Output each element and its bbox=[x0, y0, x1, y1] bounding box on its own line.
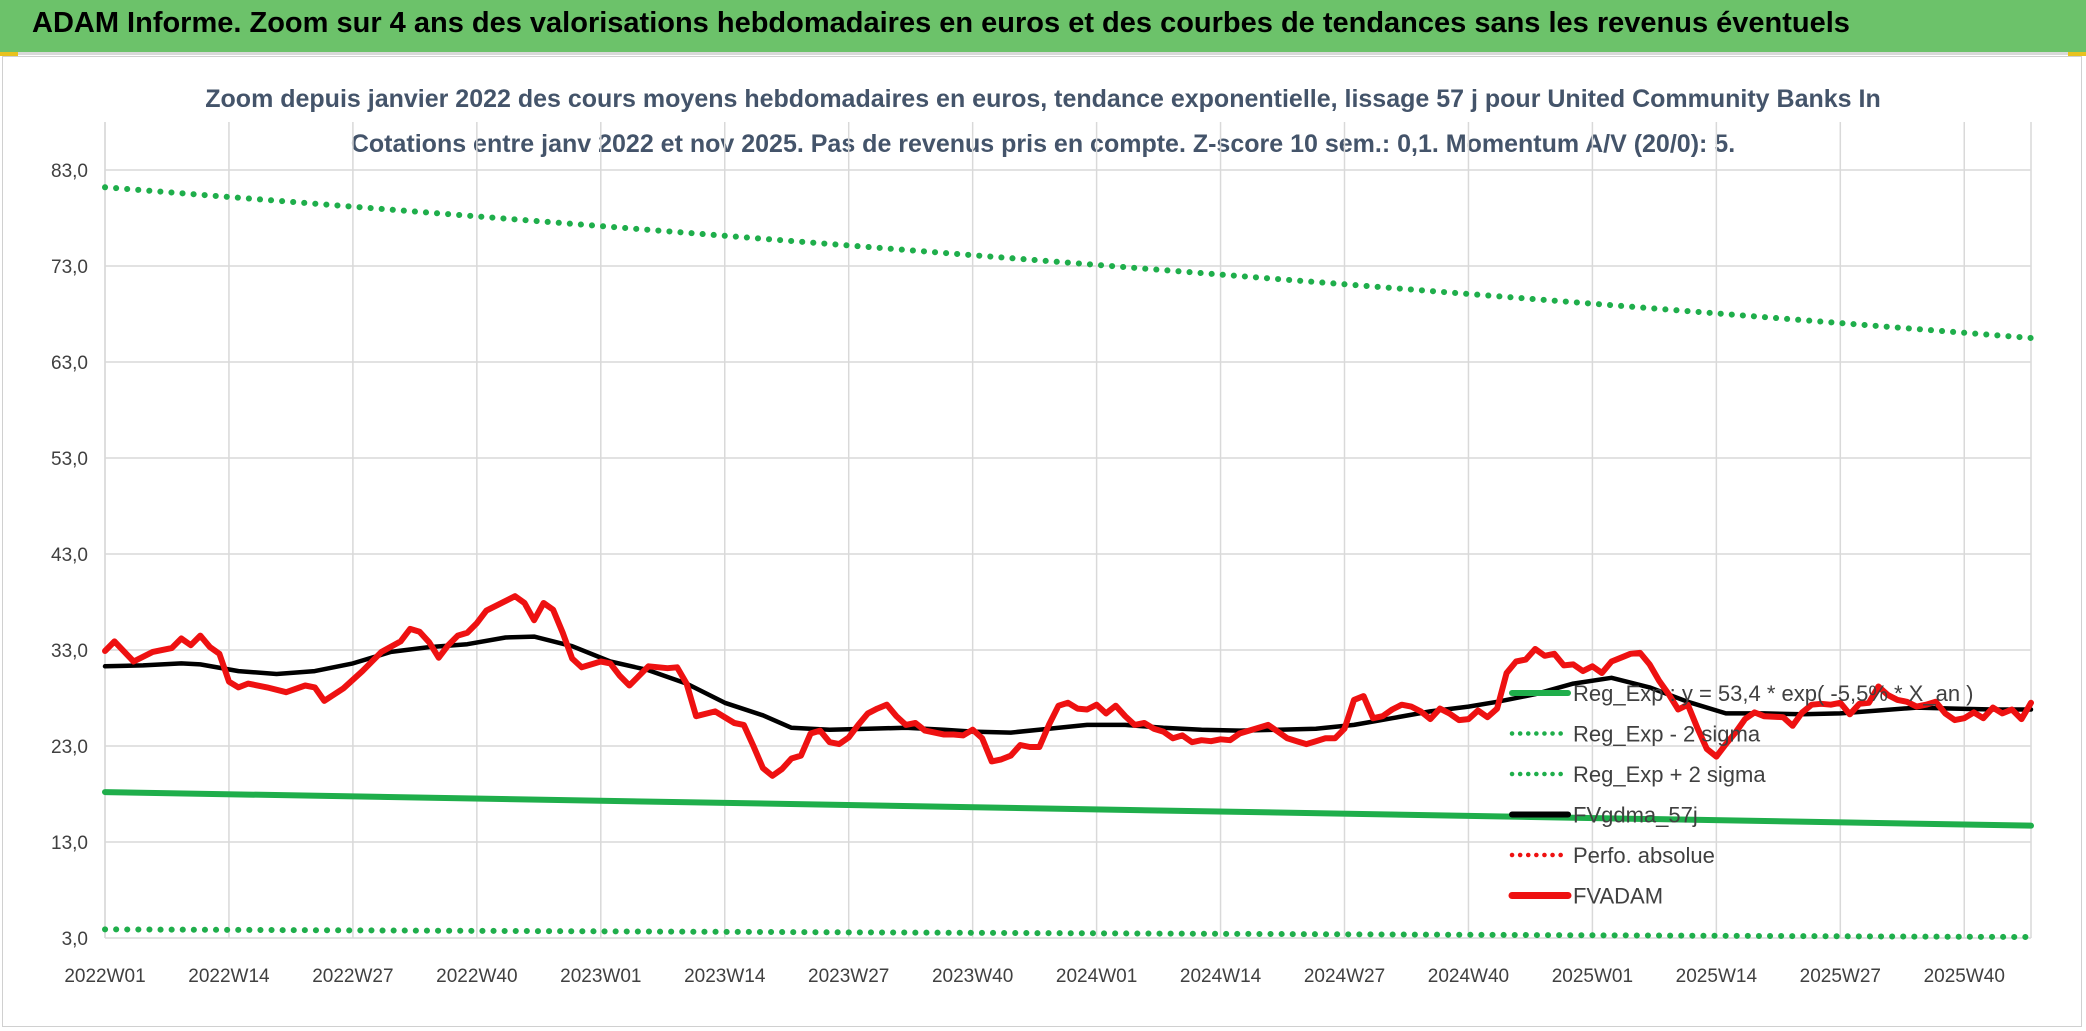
x-tick-label: 2024W14 bbox=[1180, 966, 1262, 987]
banner-title: ADAM Informe. Zoom sur 4 ans des valoris… bbox=[32, 7, 1850, 39]
y-tick-label: 63,0 bbox=[51, 353, 88, 374]
x-tick-label: 2024W27 bbox=[1304, 966, 1385, 987]
y-tick-label: 73,0 bbox=[51, 257, 88, 278]
plot-series bbox=[102, 184, 2034, 941]
y-tick-label: 13,0 bbox=[51, 833, 88, 854]
x-tick-label: 2024W40 bbox=[1428, 966, 1509, 987]
x-tick-label: 2025W14 bbox=[1676, 966, 1758, 987]
legend-label: Reg_Exp - 2 sigma bbox=[1573, 722, 1761, 747]
header-banner: ADAM Informe. Zoom sur 4 ans des valoris… bbox=[0, 0, 2086, 52]
x-tick-label: 2022W27 bbox=[312, 966, 393, 987]
fvadam-line bbox=[102, 593, 2034, 779]
reg-exp-minus-2sigma-line bbox=[102, 926, 2034, 941]
y-tick-label: 53,0 bbox=[51, 449, 88, 470]
legend-label: FVADAM bbox=[1573, 884, 1663, 909]
x-tick-label: 2023W27 bbox=[808, 966, 889, 987]
x-tick-label: 2025W01 bbox=[1552, 966, 1633, 987]
y-axis: 83,0 73,0 63,0 53,0 43,0 33,0 23,0 13,0 3,0 bbox=[51, 161, 88, 950]
corner-accent-left bbox=[0, 52, 18, 56]
legend-label: Reg_Exp : y = 53,4 * exp( -5,5% * X_an ) bbox=[1573, 681, 1974, 706]
y-tick-label: 33,0 bbox=[51, 641, 88, 662]
chart-title-line1: Zoom depuis janvier 2022 des cours moyen… bbox=[205, 85, 1880, 113]
reg-exp-line bbox=[102, 789, 2034, 829]
x-tick-label: 2025W40 bbox=[1924, 966, 2005, 987]
y-tick-label: 3,0 bbox=[62, 929, 88, 950]
legend-label: Reg_Exp + 2 sigma bbox=[1573, 762, 1766, 787]
x-tick-label: 2022W40 bbox=[436, 966, 517, 987]
x-tick-label: 2025W27 bbox=[1800, 966, 1881, 987]
corner-accent-right bbox=[2068, 52, 2086, 56]
chart-title-line2: Cotations entre janv 2022 et nov 2025. P… bbox=[351, 130, 1735, 158]
y-tick-label: 43,0 bbox=[51, 545, 88, 566]
reg-exp-plus-2sigma-line bbox=[102, 184, 2034, 341]
x-tick-label: 2023W01 bbox=[560, 966, 641, 987]
x-tick-label: 2023W40 bbox=[932, 966, 1013, 987]
chart-frame bbox=[2, 56, 2082, 1027]
x-tick-label: 2023W14 bbox=[684, 966, 766, 987]
divider bbox=[0, 52, 2086, 55]
legend-label: Perfo. absolue bbox=[1573, 843, 1715, 868]
legend-label: FVgdma_57j bbox=[1573, 803, 1698, 828]
legend: Reg_Exp : y = 53,4 * exp( -5,5% * X_an )… bbox=[1508, 681, 1974, 909]
gridlines bbox=[104, 122, 2032, 939]
x-tick-label: 2024W01 bbox=[1056, 966, 1137, 987]
x-tick-label: 2022W01 bbox=[64, 966, 145, 987]
x-axis: 2022W01 2022W14 2022W27 2022W40 2023W01 2023W… bbox=[64, 966, 2005, 987]
y-tick-label: 83,0 bbox=[51, 161, 88, 182]
y-tick-label: 23,0 bbox=[51, 737, 88, 758]
x-tick-label: 2022W14 bbox=[188, 966, 270, 987]
